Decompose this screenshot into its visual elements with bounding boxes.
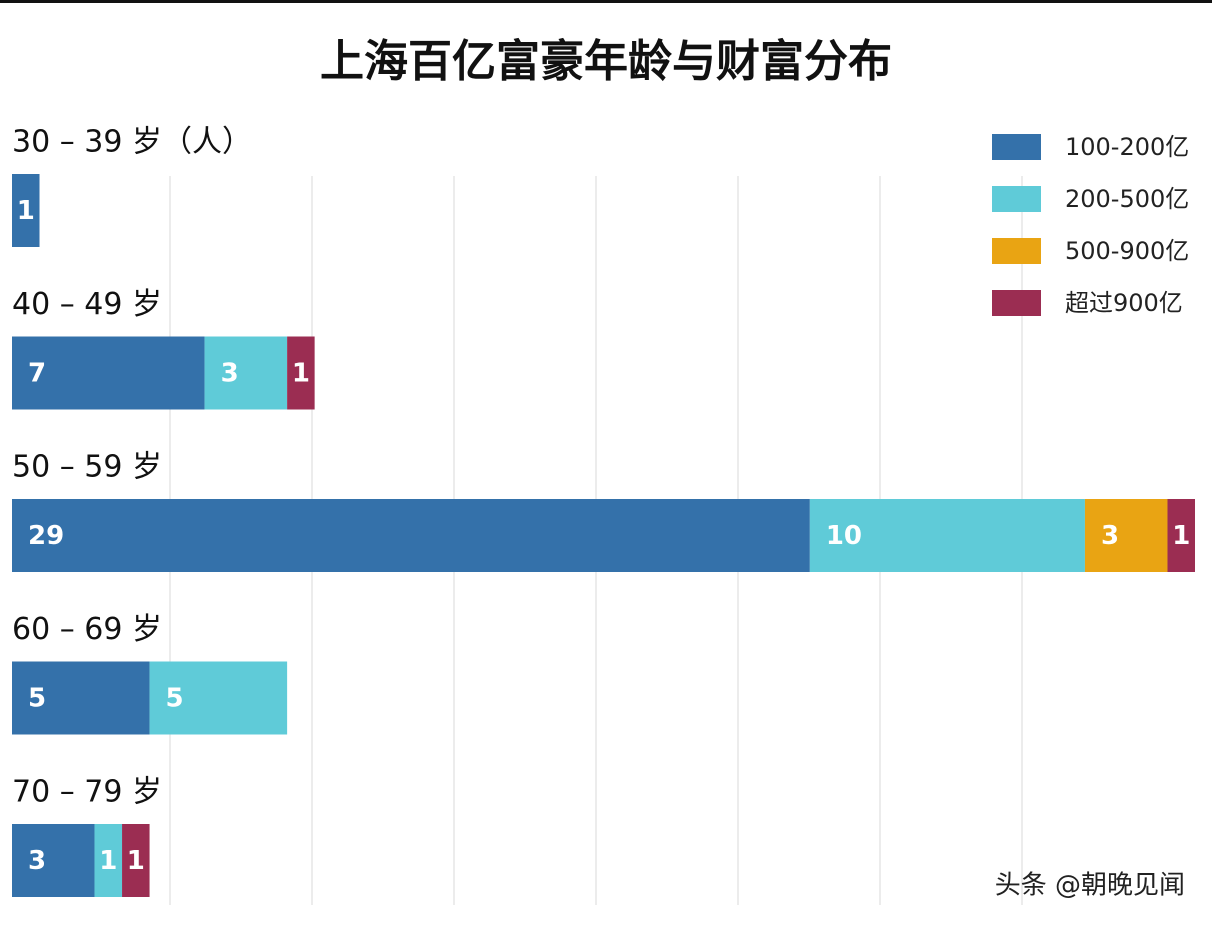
value-label: 10 <box>826 521 862 551</box>
bar-segment <box>149 661 288 735</box>
legend-label: 100-200亿 <box>1065 133 1189 161</box>
category-label: 30 – 39 岁（人） <box>12 125 252 160</box>
value-label: 3 <box>221 359 239 389</box>
value-label: 3 <box>28 846 46 876</box>
value-label: 5 <box>166 684 184 714</box>
bar-segment <box>1084 499 1168 572</box>
value-label: 29 <box>28 521 64 551</box>
bar-segment <box>12 661 150 735</box>
value-label: 7 <box>28 359 46 389</box>
value-label: 1 <box>99 846 117 876</box>
bar-segment <box>12 336 205 410</box>
bar-segment <box>94 824 123 897</box>
bar-segment <box>12 824 95 897</box>
value-label: 1 <box>127 846 145 876</box>
legend-swatch <box>992 134 1041 160</box>
legend-swatch <box>992 238 1041 264</box>
bar-segment <box>12 174 40 247</box>
value-label: 1 <box>1172 521 1190 551</box>
category-label: 60 – 69 岁 <box>12 612 162 647</box>
legend-label: 500-900亿 <box>1065 237 1189 265</box>
value-label: 5 <box>28 684 46 714</box>
chart-title: 上海百亿富豪年龄与财富分布 <box>320 36 892 87</box>
bar-segment <box>809 499 1085 572</box>
category-label: 50 – 59 岁 <box>12 450 162 485</box>
bar-segment <box>287 336 315 410</box>
top-border <box>0 0 1212 3</box>
value-label: 1 <box>17 196 35 226</box>
bar-segment <box>122 824 150 897</box>
bar-segment <box>1167 499 1195 572</box>
legend-label: 200-500亿 <box>1065 185 1189 213</box>
bar-segment <box>204 336 288 410</box>
value-label: 1 <box>292 359 310 389</box>
legend-label: 超过900亿 <box>1065 289 1183 317</box>
legend-swatch <box>992 186 1041 212</box>
category-label: 40 – 49 岁 <box>12 287 162 322</box>
legend-swatch <box>992 290 1041 316</box>
value-label: 3 <box>1101 521 1119 551</box>
bar-segment <box>12 499 810 572</box>
category-label: 70 – 79 岁 <box>12 775 162 810</box>
watermark: 头条 @朝晚见闻 <box>995 871 1185 901</box>
